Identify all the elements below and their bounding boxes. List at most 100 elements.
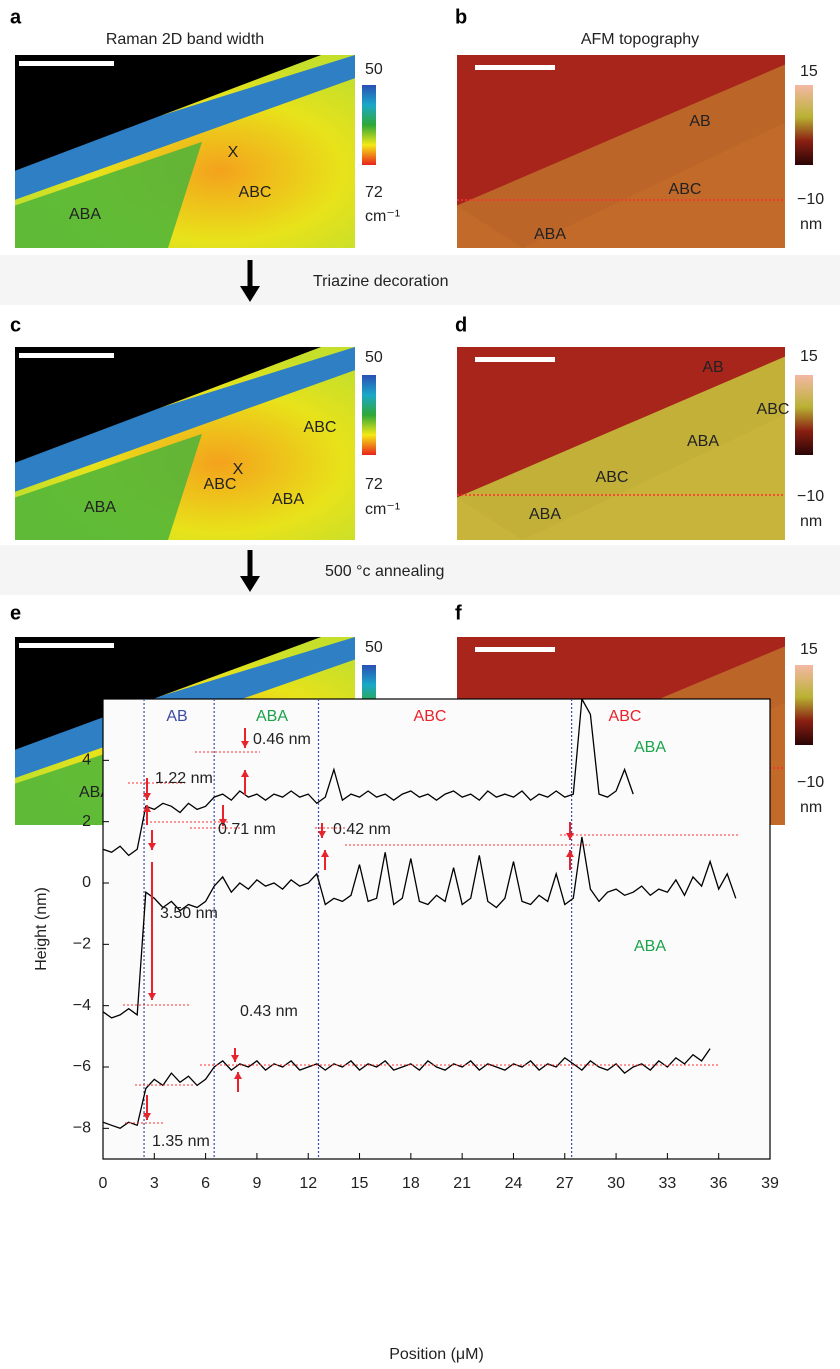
panel-letter: d — [455, 314, 467, 336]
step-band — [0, 255, 840, 305]
afm-upper — [457, 347, 785, 498]
panel-image — [457, 55, 785, 249]
x-tick-label: 39 — [761, 1175, 779, 1192]
annotation-arrow-head — [241, 770, 249, 777]
step-arrow-head — [240, 576, 260, 592]
region-label: ABC — [239, 184, 272, 201]
map-green-region — [15, 141, 202, 248]
colorbar-top: 15 — [800, 63, 818, 80]
x-tick-label: 21 — [453, 1175, 471, 1192]
afm-upper — [457, 55, 785, 206]
region-label: ABC — [669, 181, 702, 198]
region-label: AB — [702, 359, 723, 376]
region-label: ABA — [687, 433, 719, 450]
region-label: ABC — [609, 708, 642, 725]
x-tick-label: 9 — [252, 1175, 261, 1192]
x-tick-label: 30 — [607, 1175, 625, 1192]
colorbar-unit: nm — [800, 216, 822, 233]
map-substrate — [15, 55, 321, 171]
panel-image — [15, 347, 355, 540]
region-label: ABC — [414, 708, 447, 725]
colorbar-top: 50 — [365, 61, 383, 78]
colorbar-bottom: −10 — [797, 774, 824, 791]
step-label: 500 °c annealing — [325, 563, 444, 580]
afm-step — [457, 64, 785, 249]
step-height-label: 0.43 nm — [240, 1003, 298, 1020]
annotation-arrow-head — [148, 843, 156, 850]
annotation-arrow-head — [148, 993, 156, 1000]
scale-bar — [19, 61, 114, 66]
colorbar-top: 15 — [800, 348, 818, 365]
panel-title: Raman 2D band width — [106, 31, 264, 48]
y-tick-label: 2 — [82, 813, 91, 830]
y-tick-label: −6 — [73, 1058, 91, 1075]
x-tick-label: 12 — [299, 1175, 317, 1192]
colorbar — [362, 85, 376, 165]
step-height-label: 0.71 nm — [218, 821, 276, 838]
y-tick-label: 0 — [82, 874, 91, 891]
annotation-arrow-head — [566, 833, 574, 840]
step-height-label: 1.35 nm — [152, 1133, 210, 1150]
region-label: ABC — [304, 419, 337, 436]
colorbar — [795, 665, 813, 745]
scale-bar — [19, 643, 114, 648]
scale-bar — [475, 357, 555, 362]
map-blue-edge — [15, 347, 355, 492]
height-profile — [103, 1048, 711, 1130]
colorbar — [795, 375, 813, 455]
afm-step — [457, 356, 785, 540]
x-tick-label: 27 — [556, 1175, 574, 1192]
annotation-arrow-head — [219, 819, 227, 826]
panel-image — [15, 55, 355, 248]
region-label: AB — [166, 708, 187, 725]
y-axis-label: Height (nm) — [33, 887, 50, 971]
region-label: ABA — [634, 739, 666, 756]
colorbar-top: 15 — [800, 641, 818, 658]
colorbar-top: 50 — [365, 349, 383, 366]
panel-letter: b — [455, 6, 467, 28]
y-tick-label: −8 — [73, 1120, 91, 1137]
map-blue-edge — [15, 55, 355, 200]
height-profile — [103, 699, 634, 857]
plot-area — [102, 698, 771, 1160]
step-height-label: 0.42 nm — [333, 821, 391, 838]
panel-letter: e — [10, 602, 21, 624]
x-tick-label: 15 — [351, 1175, 369, 1192]
scale-bar — [19, 353, 114, 358]
x-tick-label: 33 — [658, 1175, 676, 1192]
annotation-arrow-head — [241, 741, 249, 748]
region-label: AB — [689, 113, 710, 130]
panel-letter: a — [10, 6, 22, 28]
scale-bar — [475, 65, 555, 70]
region-label: ABA — [534, 226, 566, 243]
scale-bar — [475, 647, 555, 652]
y-tick-label: 4 — [82, 752, 91, 769]
region-label: ABA — [84, 499, 116, 516]
x-tick-label: 0 — [99, 1175, 108, 1192]
region-label: ABC — [757, 401, 790, 418]
x-tick-label: 3 — [150, 1175, 159, 1192]
colorbar-unit: cm⁻¹ — [365, 208, 400, 225]
map-substrate — [15, 637, 321, 750]
annotation-arrow-head — [231, 1055, 239, 1062]
x-tick-label: 24 — [505, 1175, 523, 1192]
annotation-arrow-head — [143, 1113, 151, 1120]
step-band — [0, 545, 840, 595]
colorbar-bottom: 72 — [365, 184, 383, 201]
region-label: ABA — [529, 506, 561, 523]
annotation-arrow-head — [143, 805, 151, 812]
x-tick-label: 36 — [710, 1175, 728, 1192]
x-axis-label: Position (μM) — [389, 1346, 484, 1363]
panel-letter: g — [35, 680, 47, 702]
colorbar — [362, 375, 376, 455]
colorbar-top: 50 — [365, 639, 383, 656]
colorbar-unit: nm — [800, 513, 822, 530]
plot-lines — [103, 699, 737, 1130]
region-label: ABA — [69, 206, 101, 223]
colorbar — [795, 85, 813, 165]
step-height-label: 0.46 nm — [253, 731, 311, 748]
map-substrate — [15, 347, 321, 463]
x-tick-label: 18 — [402, 1175, 420, 1192]
panel-letter: f — [455, 602, 462, 624]
